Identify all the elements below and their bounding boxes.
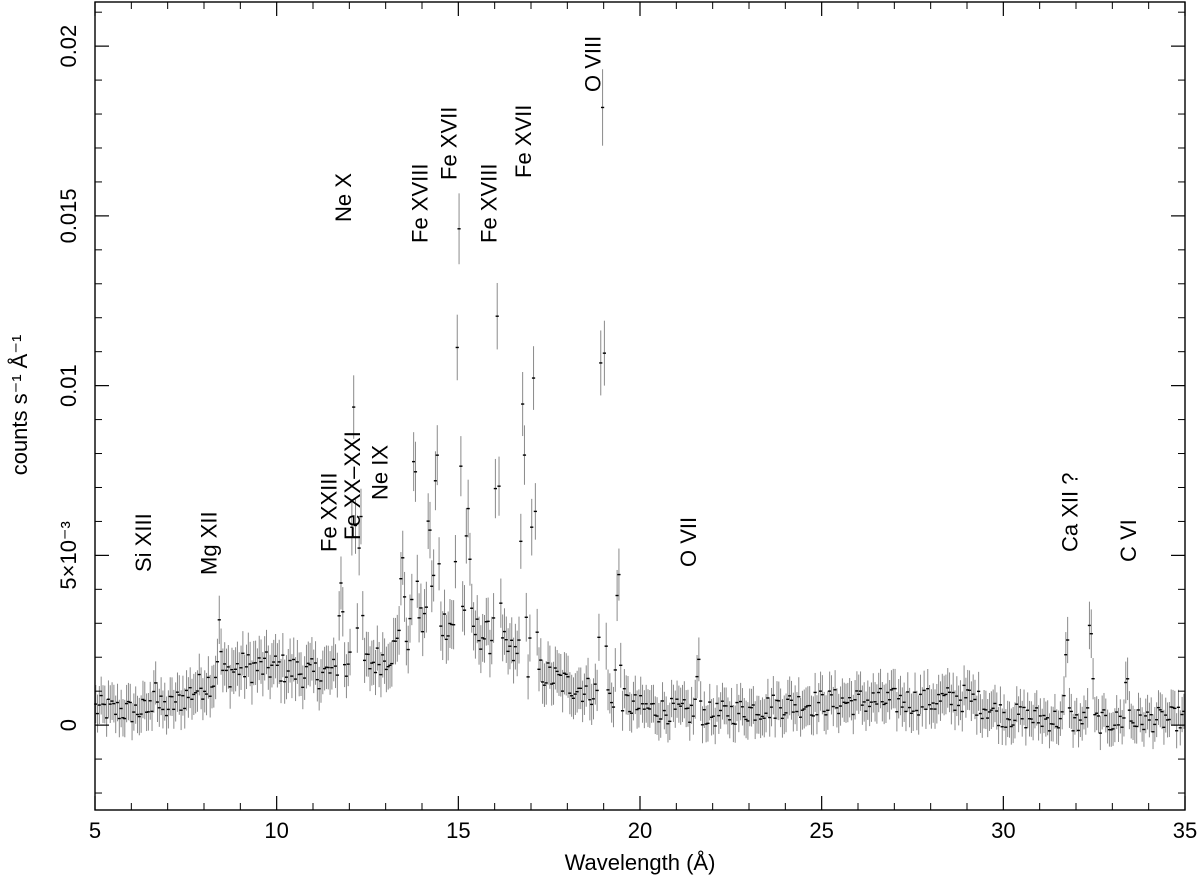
line-label: Fe XX–XXI [340,431,365,540]
x-tick-label: 30 [991,818,1015,843]
x-tick-label: 15 [446,818,470,843]
line-label: Fe XVIII [476,164,501,243]
line-label: C VI [1116,519,1141,562]
y-tick-label: 0.01 [56,364,81,407]
y-axis-title: counts s⁻¹ Å⁻¹ [7,335,32,476]
x-tick-label: 10 [264,818,288,843]
line-label: O VIII [581,36,606,92]
y-tick-label: 0 [56,719,81,731]
line-label: Si XIII [131,513,156,572]
y-tick-label: 0.02 [56,25,81,68]
data-layer [94,69,1186,751]
line-label: Ne IX [367,445,392,500]
y-tick-label: 5×10⁻³ [56,521,81,590]
x-tick-label: 5 [89,818,101,843]
plot-frame [94,1,1186,811]
x-axis-title: Wavelength (Å) [565,850,716,875]
line-label: Fe XVIII [407,164,432,243]
line-label: Ca XII ? [1058,473,1083,552]
x-tick-label: 20 [628,818,652,843]
axis-ticks: 5 10 15 20 25 30 35 0 5×10⁻³ 0.01 0.015 0.02 [56,2,1197,843]
line-label: Fe XXIII [316,473,341,552]
line-label: O VII [676,517,701,567]
x-tick-label: 35 [1173,818,1197,843]
x-tick-label: 25 [809,818,833,843]
line-label: Fe XVII [437,107,462,180]
y-tick-label: 0.015 [56,188,81,243]
line-label: Fe XVII [511,105,536,178]
line-label: Ne X [331,173,356,222]
line-label: Mg XII [197,511,222,575]
